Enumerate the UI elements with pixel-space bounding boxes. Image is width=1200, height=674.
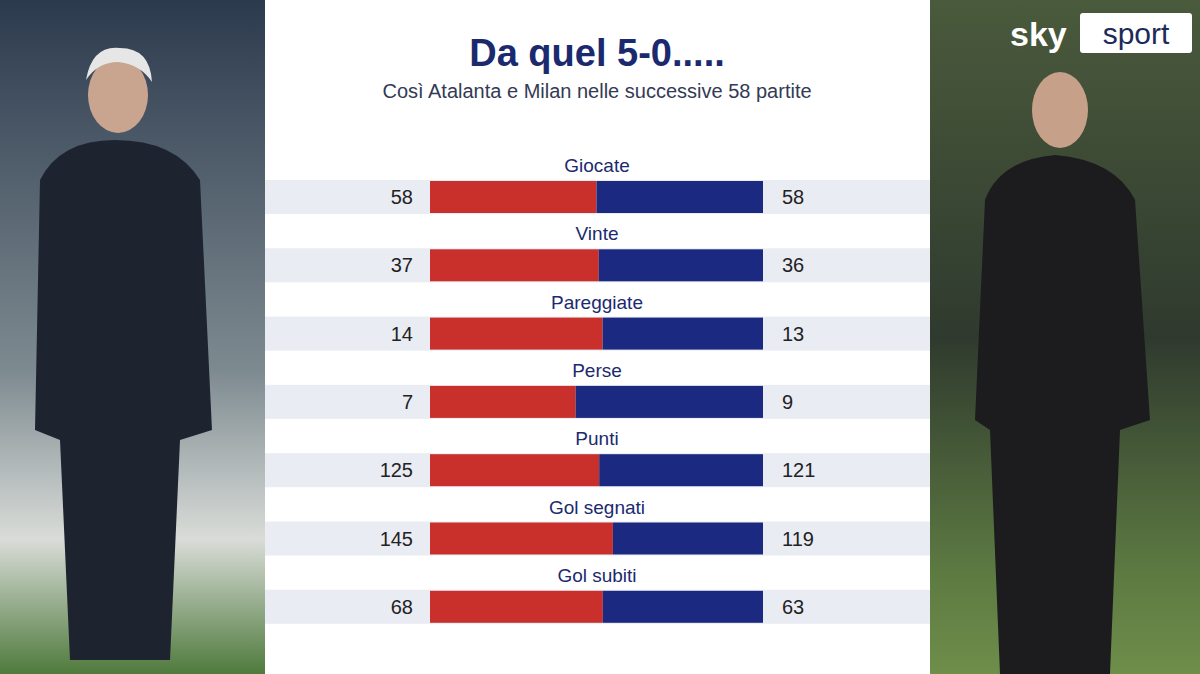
value-label: 36 <box>782 254 804 276</box>
bar-left <box>430 181 597 213</box>
coat <box>975 155 1150 674</box>
bar-right <box>597 181 764 213</box>
panel <box>265 0 930 674</box>
row-band <box>265 453 930 487</box>
category-label: Gol segnati <box>549 497 645 518</box>
category-label: Giocate <box>564 155 629 176</box>
hair <box>86 48 152 82</box>
bar-left <box>430 249 599 281</box>
value-label: 119 <box>782 528 814 550</box>
row-band <box>265 590 930 624</box>
value-label: 121 <box>782 459 815 481</box>
value-label: 58 <box>391 186 413 208</box>
row-band <box>265 248 930 282</box>
bar-left <box>430 454 599 486</box>
bar-left <box>430 318 603 350</box>
value-label: 145 <box>380 528 413 550</box>
category-label: Gol subiti <box>557 565 636 586</box>
category-label: Pareggiate <box>551 292 643 313</box>
bar-right <box>603 318 763 350</box>
category-label: Punti <box>575 428 618 449</box>
row-band <box>265 522 930 556</box>
value-label: 13 <box>782 323 804 345</box>
bar-right <box>599 454 763 486</box>
row-band <box>265 180 930 214</box>
logo-brand: sky <box>1010 15 1067 53</box>
photo-right <box>930 0 1200 674</box>
category-label: Vinte <box>576 223 619 244</box>
row-band <box>265 385 930 419</box>
bar-right <box>613 523 763 555</box>
row-band <box>265 317 930 351</box>
value-label: 68 <box>391 596 413 618</box>
rows: Giocate 58 58 Vinte 37 36 Pareggiate 14 13 Perse 7… <box>265 155 930 624</box>
bar-right <box>599 249 763 281</box>
category-label: Perse <box>572 360 622 381</box>
photo-left <box>0 0 265 674</box>
bar-left <box>430 523 613 555</box>
title: Da quel 5-0..... <box>469 32 725 74</box>
value-label: 125 <box>380 459 413 481</box>
figure-left <box>35 48 212 660</box>
value-label: 9 <box>782 391 793 413</box>
coat <box>35 140 212 660</box>
bar-right <box>576 386 763 418</box>
subtitle: Così Atalanta e Milan nelle successive 5… <box>382 80 811 102</box>
figure-right <box>975 72 1150 674</box>
logo-label: sport <box>1103 17 1170 50</box>
logo: sky sport <box>1010 13 1192 53</box>
bar-left <box>430 386 576 418</box>
logo-box <box>1080 13 1192 53</box>
value-label: 63 <box>782 596 804 618</box>
chart: sky sport Da quel 5-0..... Così Atalanta e … <box>0 0 1200 674</box>
value-label: 7 <box>402 391 413 413</box>
value-label: 37 <box>391 254 413 276</box>
bar-right <box>603 591 763 623</box>
head <box>1032 72 1088 148</box>
bar-left <box>430 591 603 623</box>
value-label: 14 <box>391 323 413 345</box>
value-label: 58 <box>782 186 804 208</box>
